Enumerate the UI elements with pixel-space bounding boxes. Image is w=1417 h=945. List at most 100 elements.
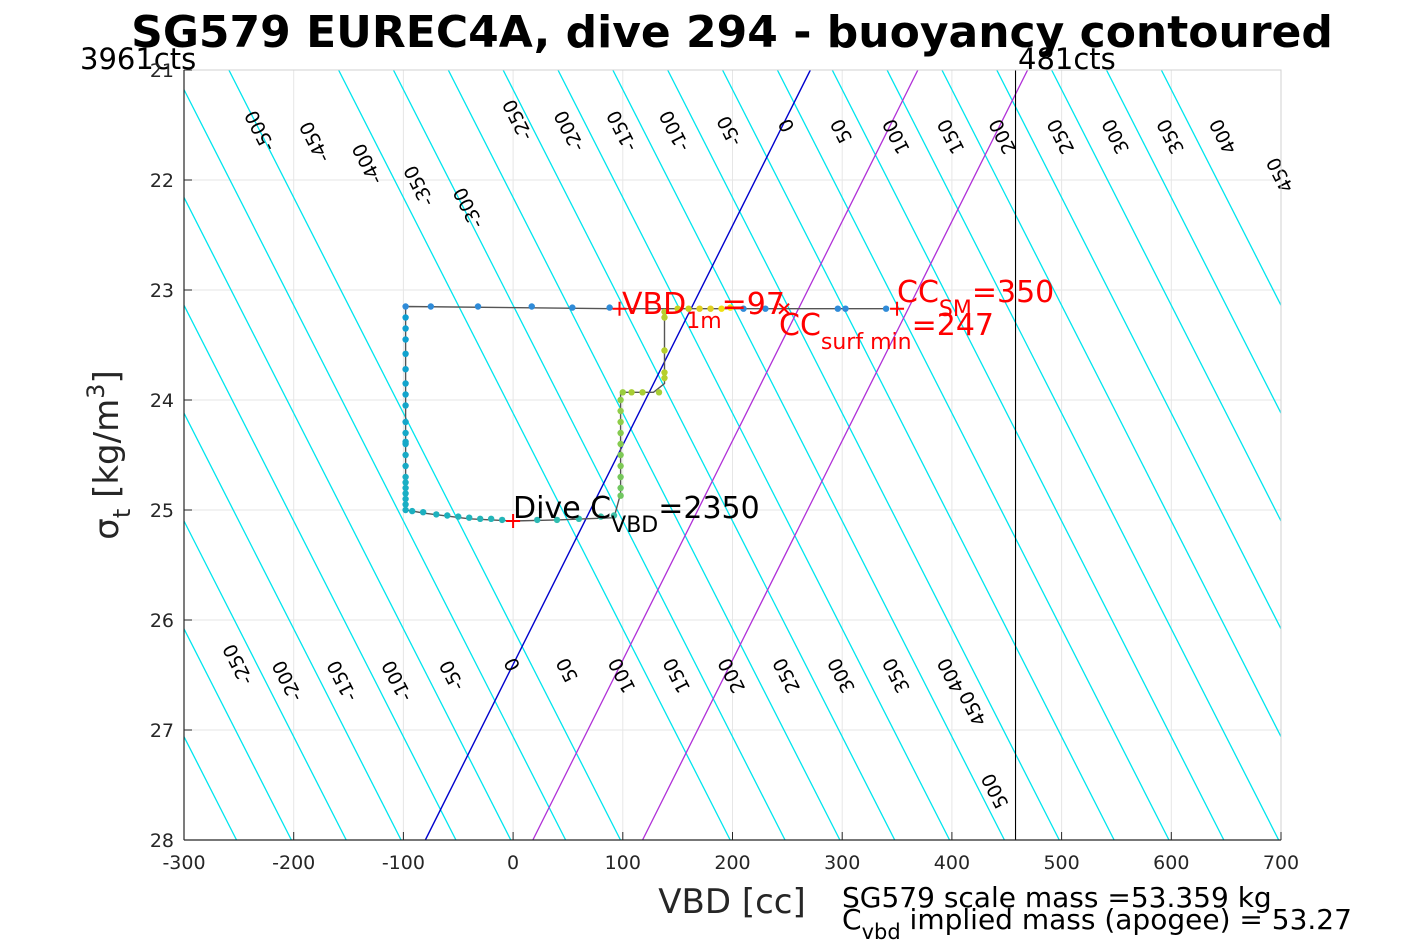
- track-point: [661, 374, 668, 382]
- y-label-unit: [kg/m: [87, 399, 127, 509]
- x-tick-label: 0: [507, 852, 519, 874]
- track-point: [619, 389, 626, 396]
- contour-line: [886, 70, 1280, 840]
- contour-line: [1105, 70, 1281, 415]
- track-point: [655, 389, 663, 396]
- contour-line: [184, 519, 347, 840]
- track-point: [402, 495, 409, 503]
- track-point: [455, 513, 462, 520]
- y-tick-label: 21: [150, 60, 174, 82]
- x-marker: [778, 302, 790, 315]
- x-tick-label: -300: [162, 852, 205, 874]
- track-point: [685, 305, 692, 312]
- y-label-close: ]: [87, 370, 127, 383]
- footer-scale-mass: SG579 scale mass =53.359 kg: [842, 881, 1272, 914]
- track-point: [661, 308, 668, 316]
- footer-implied-mass: Cvbd implied mass (apogee) = 53.27: [842, 903, 1352, 944]
- contour-line: [557, 70, 951, 840]
- track-point: [597, 513, 605, 520]
- track-point: [606, 304, 613, 311]
- track-point: [842, 305, 849, 312]
- track-point: [402, 314, 409, 321]
- track-point: [402, 303, 409, 310]
- track-point: [617, 484, 624, 492]
- y-tick-label: 22: [150, 170, 174, 192]
- vbd1m-main: VBD: [622, 287, 686, 322]
- track-point: [402, 479, 409, 486]
- ccsurf-rest: =247: [912, 308, 994, 343]
- track-point: [661, 369, 668, 376]
- corner-label-left: 3961cts: [80, 42, 196, 76]
- plus-marker: [612, 301, 627, 316]
- track-point: [617, 429, 624, 437]
- track-point: [617, 418, 624, 426]
- plus-marker: [506, 514, 521, 528]
- track-point: [617, 462, 624, 470]
- track-point: [617, 451, 624, 459]
- x-tick-label: 200: [714, 852, 750, 874]
- y-tick-label: 26: [150, 610, 174, 632]
- contour-line: [831, 70, 1225, 840]
- track-point: [740, 305, 747, 312]
- divec-main: Dive C: [513, 491, 611, 526]
- footer-vbd-sub: vbd: [862, 920, 901, 944]
- track-point: [474, 303, 482, 310]
- contour-line: [612, 70, 1006, 840]
- y-tick-label: 23: [150, 280, 174, 302]
- track-point: [466, 514, 473, 521]
- track-point: [718, 305, 725, 312]
- track-point: [617, 407, 624, 415]
- x-tick-label: 600: [1153, 852, 1189, 874]
- track-point: [444, 512, 451, 519]
- track-point: [661, 314, 668, 321]
- vbd1m-rest: =97: [722, 287, 785, 322]
- x-tick-label: 300: [824, 852, 860, 874]
- contour-line: [337, 70, 731, 840]
- track-point: [402, 490, 409, 497]
- ccsm-sub: SM: [939, 297, 972, 322]
- track-point: [762, 305, 769, 312]
- track-point: [402, 336, 409, 343]
- footer-implied-rest: implied mass (apogee) = 53.27: [901, 903, 1352, 936]
- x-ticks: -300 -200 -100 0 100 200 300 400 500 600 700: [162, 832, 1299, 874]
- track-point: [834, 305, 842, 312]
- annotation-dive-c-vbd: Dive CVBD=2350: [513, 491, 760, 538]
- track-point: [402, 438, 409, 445]
- track-point: [707, 305, 714, 312]
- track-point: [610, 512, 618, 519]
- contour-line: [721, 70, 1115, 840]
- y-axis-label: σt [kg/m3]: [82, 370, 136, 539]
- contour-line: [996, 70, 1281, 631]
- y-tick-label: 24: [150, 390, 174, 412]
- track-point: [617, 396, 624, 404]
- x-tick-label: 400: [934, 852, 970, 874]
- track-point: [402, 325, 409, 332]
- track-point: [727, 304, 734, 311]
- track-point: [402, 484, 409, 492]
- dive-track: [402, 303, 890, 524]
- track-point: [696, 305, 703, 312]
- track-point: [402, 429, 409, 437]
- contour-line: [184, 411, 402, 840]
- track-point: [617, 440, 624, 448]
- track-point: [408, 507, 416, 515]
- x-tick-label: 500: [1043, 852, 1079, 874]
- track-point: [661, 347, 668, 354]
- track-point: [882, 305, 890, 312]
- track-point: [575, 515, 583, 522]
- divec-sub: VBD: [611, 513, 658, 538]
- y-label-superscript: 3: [82, 384, 110, 399]
- x-tick-label: -200: [272, 852, 315, 874]
- track-point: [639, 389, 646, 396]
- chart-title: SG579 EUREC4A, dive 294 - buoyancy conto…: [131, 7, 1333, 58]
- track-point: [402, 391, 409, 398]
- contour-line: [502, 70, 896, 840]
- track-point: [553, 516, 561, 524]
- track-point: [617, 473, 624, 481]
- track-point: [402, 462, 409, 470]
- track-point: [402, 501, 409, 508]
- track-point: [427, 303, 435, 310]
- track-point: [402, 451, 409, 459]
- annotation-vbd-1m: VBD1m=97: [622, 287, 785, 334]
- track-point: [487, 515, 495, 522]
